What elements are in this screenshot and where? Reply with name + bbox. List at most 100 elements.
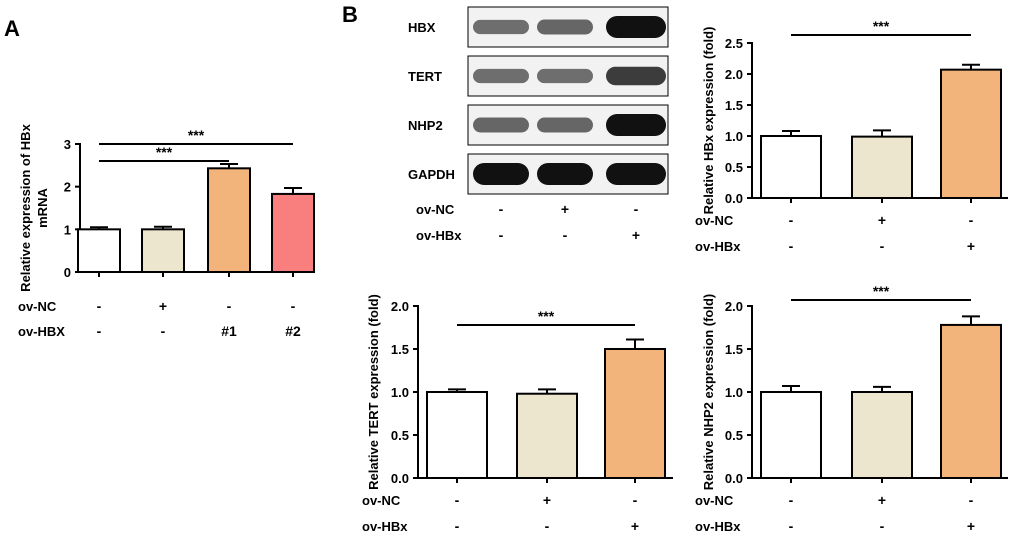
- significance-label: ***: [873, 18, 890, 34]
- blot-band: [473, 68, 529, 84]
- condition-sign: +: [878, 212, 886, 228]
- blot-band: [537, 68, 593, 84]
- y-tick-label: 0.0: [725, 191, 743, 206]
- chart-b-hbx-expression: 0.0 0.5 1.0 1.5 2.0 2.5 *** Relative HBx expres…: [695, 18, 1008, 254]
- y-tick-label: 1.0: [391, 385, 409, 400]
- condition-sign: -: [97, 298, 102, 314]
- blot-row-label: GAPDH: [408, 167, 455, 182]
- y-tick-label: 0.0: [391, 471, 409, 486]
- y-tick-label: 0.5: [725, 160, 743, 175]
- bar: [271, 192, 315, 273]
- blot-row-label: HBX: [408, 20, 436, 35]
- blot-band: [606, 163, 666, 185]
- condition-label: ov-HBx: [416, 228, 462, 243]
- condition-sign: -: [161, 323, 166, 339]
- condition-sign: +: [967, 518, 975, 534]
- bar: [851, 135, 913, 199]
- blot-band: [606, 16, 666, 38]
- condition-label: ov-HBx: [695, 239, 741, 254]
- bar: [940, 323, 1002, 480]
- condition-sign: -: [563, 227, 568, 243]
- panel-label-a: A: [4, 16, 20, 41]
- significance-label: ***: [873, 283, 890, 299]
- y-tick-label: 0.5: [391, 428, 409, 443]
- condition-sign: -: [969, 492, 974, 508]
- y-tick-label: 0: [64, 265, 71, 280]
- condition-label: ov-NC: [362, 493, 401, 508]
- blot-band: [473, 19, 529, 35]
- chart-a-hbx-mrna: 0 1 2 3 *** *** Relative expression of HBx mRNA…: [18, 123, 315, 339]
- condition-sign: -: [789, 238, 794, 254]
- blot-row-label: TERT: [408, 69, 442, 84]
- y-tick-label: 1.0: [725, 385, 743, 400]
- condition-label: ov-NC: [695, 213, 734, 228]
- significance-label: ***: [538, 308, 555, 324]
- condition-sign: #1: [221, 323, 237, 339]
- y-tick-label: 2.5: [725, 36, 743, 51]
- condition-sign: -: [633, 492, 638, 508]
- blot-band: [606, 114, 666, 136]
- blot-band: [473, 117, 529, 133]
- condition-sign: -: [499, 227, 504, 243]
- condition-sign: +: [159, 298, 167, 314]
- condition-sign: -: [291, 298, 296, 314]
- condition-sign: +: [967, 238, 975, 254]
- condition-sign: -: [789, 518, 794, 534]
- condition-sign: -: [880, 238, 885, 254]
- y-tick-label: 1.0: [725, 129, 743, 144]
- western-blot: HBX TERT NHP2 GAPDH ov-NC - + - ov-HBx - - +: [408, 6, 669, 243]
- condition-sign: +: [878, 492, 886, 508]
- blot-row-label: NHP2: [408, 118, 443, 133]
- condition-sign: +: [561, 201, 569, 217]
- bar: [207, 167, 251, 274]
- blot-band: [606, 66, 666, 86]
- y-tick-label: 2.0: [391, 299, 409, 314]
- bar: [516, 392, 578, 479]
- y-tick-label: 1: [64, 222, 71, 237]
- condition-sign: -: [634, 201, 639, 217]
- condition-sign: -: [499, 201, 504, 217]
- condition-sign: -: [969, 212, 974, 228]
- bar: [604, 348, 666, 479]
- bar: [760, 135, 822, 199]
- bar: [141, 228, 185, 273]
- significance-label: ***: [156, 144, 173, 160]
- bar: [851, 391, 913, 479]
- condition-label: ov-NC: [695, 493, 734, 508]
- y-tick-label: 2.0: [725, 299, 743, 314]
- y-tick-label: 1.5: [391, 342, 409, 357]
- condition-sign: +: [543, 492, 551, 508]
- condition-sign: -: [789, 212, 794, 228]
- y-tick-label: 0.0: [725, 471, 743, 486]
- chart-b-tert-expression: 0.0 0.5 1.0 1.5 2.0 *** Relative TERT expressi…: [362, 294, 673, 534]
- condition-sign: +: [632, 227, 640, 243]
- y-tick-label: 2: [64, 180, 71, 195]
- condition-sign: -: [455, 518, 460, 534]
- bar: [940, 68, 1002, 199]
- y-axis-label: mRNA: [35, 188, 50, 228]
- condition-label: ov-NC: [18, 299, 57, 314]
- condition-sign: +: [631, 518, 639, 534]
- y-axis-label: Relative NHP2 expression (fold): [701, 294, 716, 491]
- y-tick-label: 3: [64, 137, 71, 152]
- blot-band: [537, 163, 593, 185]
- bar: [77, 228, 121, 273]
- y-axis-label: Relative HBx expression (fold): [701, 27, 716, 215]
- significance-label: ***: [188, 127, 205, 143]
- condition-sign: -: [97, 323, 102, 339]
- y-axis-label: Relative TERT expression (fold): [366, 294, 381, 490]
- blot-band: [473, 163, 529, 185]
- condition-sign: -: [455, 492, 460, 508]
- y-tick-label: 0.5: [725, 428, 743, 443]
- y-tick-label: 1.5: [725, 98, 743, 113]
- blot-band: [537, 117, 593, 133]
- condition-sign: -: [880, 518, 885, 534]
- y-tick-label: 2.0: [725, 67, 743, 82]
- bar: [760, 391, 822, 479]
- blot-band: [537, 19, 593, 35]
- condition-label: ov-HBx: [362, 519, 408, 534]
- condition-label: ov-HBX: [18, 324, 65, 339]
- condition-sign: -: [227, 298, 232, 314]
- condition-sign: #2: [285, 323, 301, 339]
